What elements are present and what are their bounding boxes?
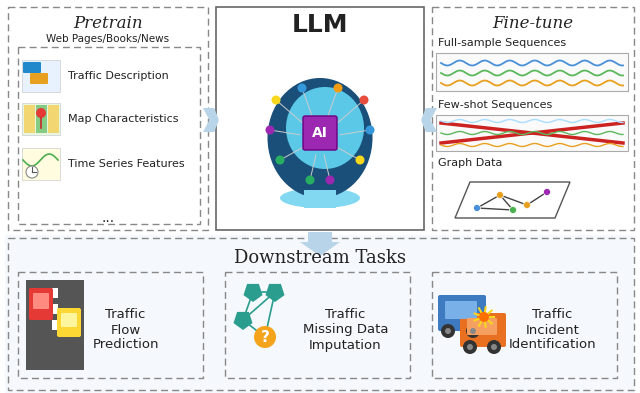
Circle shape [487, 340, 501, 354]
Bar [48, 105, 59, 133]
Circle shape [271, 95, 280, 105]
Polygon shape [300, 232, 340, 256]
Text: Fine-tune: Fine-tune [492, 15, 573, 31]
FancyBboxPatch shape [33, 293, 49, 309]
Circle shape [266, 125, 275, 134]
Text: ...: ... [101, 211, 115, 225]
FancyBboxPatch shape [61, 313, 77, 327]
FancyBboxPatch shape [57, 308, 81, 337]
Bar [432, 7, 634, 230]
Bar [8, 7, 208, 230]
Bar [22, 103, 60, 135]
Ellipse shape [286, 87, 364, 169]
Bar [436, 53, 628, 91]
Bar [304, 190, 336, 208]
Circle shape [497, 191, 504, 198]
Circle shape [470, 328, 476, 334]
Text: Downstream Tasks: Downstream Tasks [234, 249, 406, 267]
FancyBboxPatch shape [445, 301, 477, 319]
Circle shape [333, 83, 342, 92]
Circle shape [360, 95, 369, 105]
Bar [225, 272, 410, 378]
FancyBboxPatch shape [467, 318, 497, 335]
Circle shape [36, 108, 46, 118]
Circle shape [305, 176, 314, 184]
Circle shape [467, 344, 473, 350]
Bar [52, 288, 58, 298]
Circle shape [491, 344, 497, 350]
Text: Full-sample Sequences: Full-sample Sequences [438, 38, 566, 48]
Text: Time Series Features: Time Series Features [68, 159, 184, 169]
Bar [432, 272, 617, 378]
Polygon shape [455, 182, 570, 218]
Text: Pretrain: Pretrain [73, 15, 143, 31]
Circle shape [441, 324, 455, 338]
Circle shape [466, 324, 480, 338]
Text: Web Pages/Books/News: Web Pages/Books/News [47, 34, 170, 44]
Text: Traffic
Flow
Prediction: Traffic Flow Prediction [92, 309, 159, 351]
Circle shape [543, 189, 550, 195]
Bar [52, 320, 58, 330]
Circle shape [365, 125, 374, 134]
Circle shape [445, 328, 451, 334]
Circle shape [463, 340, 477, 354]
FancyBboxPatch shape [30, 73, 48, 84]
Circle shape [298, 83, 307, 92]
Bar [22, 60, 60, 92]
Bar [5, 235, 635, 393]
Circle shape [524, 202, 531, 209]
Text: LLM: LLM [292, 13, 348, 37]
FancyBboxPatch shape [23, 62, 41, 73]
Circle shape [474, 204, 481, 211]
FancyBboxPatch shape [460, 313, 506, 347]
FancyBboxPatch shape [438, 295, 486, 331]
Circle shape [254, 326, 276, 348]
Text: Few-shot Sequences: Few-shot Sequences [438, 100, 552, 110]
FancyBboxPatch shape [29, 288, 53, 320]
Circle shape [509, 206, 516, 213]
Circle shape [26, 166, 38, 178]
Text: Traffic
Incident
Identification: Traffic Incident Identification [509, 309, 596, 351]
Text: Graph Data: Graph Data [438, 158, 502, 168]
Bar [36, 105, 47, 133]
Text: AI: AI [312, 126, 328, 140]
Bar [5, 5, 635, 232]
Bar [26, 280, 84, 370]
Bar [18, 272, 203, 378]
Text: ?: ? [260, 329, 269, 345]
Bar [24, 105, 35, 133]
Bar [52, 304, 58, 314]
FancyBboxPatch shape [303, 116, 337, 150]
Bar [8, 238, 634, 390]
Bar [22, 148, 60, 180]
Text: Traffic Description: Traffic Description [68, 71, 169, 81]
Circle shape [355, 156, 365, 165]
Bar [436, 115, 628, 151]
Text: Map Characteristics: Map Characteristics [68, 114, 179, 124]
Ellipse shape [280, 188, 360, 208]
Polygon shape [421, 108, 437, 132]
Bar [216, 7, 424, 230]
Ellipse shape [268, 78, 372, 198]
Polygon shape [203, 108, 219, 132]
Bar [18, 47, 200, 224]
Circle shape [479, 312, 489, 322]
Text: Traffic
Missing Data
Imputation: Traffic Missing Data Imputation [303, 309, 388, 351]
Circle shape [275, 156, 285, 165]
Circle shape [326, 176, 335, 184]
